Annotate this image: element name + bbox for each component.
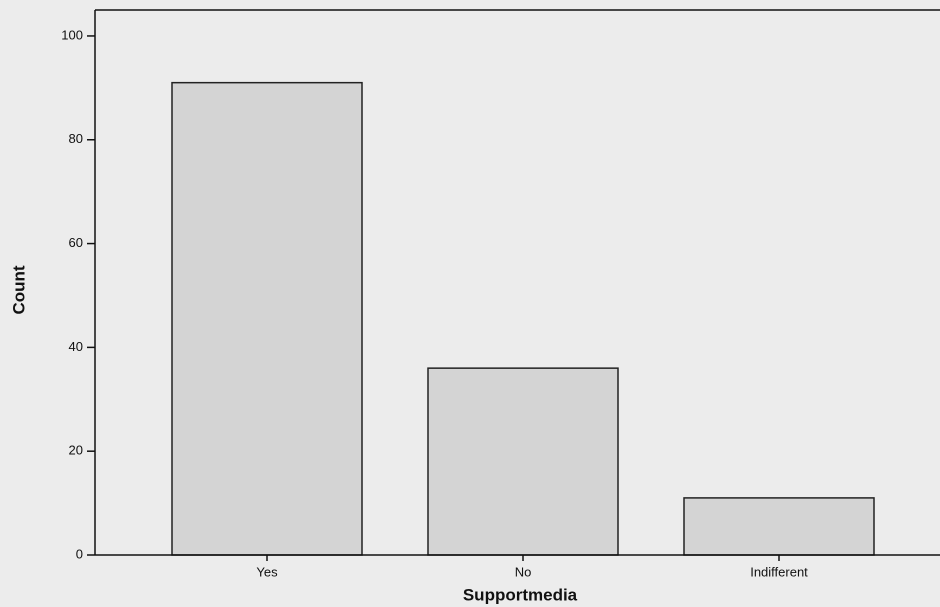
y-tick-label: 0 [76, 546, 83, 561]
bar [427, 367, 619, 556]
y-tick-label: 100 [61, 27, 83, 42]
bar [171, 81, 363, 556]
y-tick-label: 40 [69, 339, 83, 354]
y-tick-label: 80 [69, 131, 83, 146]
y-axis-title: Count [9, 265, 28, 314]
y-tick-label: 20 [69, 443, 83, 458]
x-axis-title: Supportmedia [463, 585, 578, 604]
y-tick-label: 60 [69, 235, 83, 250]
x-tick-label: Yes [256, 564, 278, 579]
x-tick-label: No [515, 564, 532, 579]
bar [683, 497, 875, 556]
x-tick-label: Indifferent [750, 564, 808, 579]
